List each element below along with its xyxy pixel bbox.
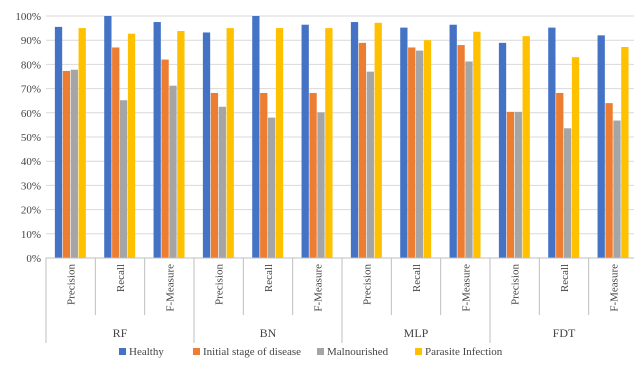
bar-healthy	[597, 35, 605, 258]
legend-item: Healthy	[119, 346, 164, 358]
bar-parasite-infection	[473, 31, 481, 259]
bar-malnourished	[514, 111, 522, 258]
legend-swatch	[317, 348, 324, 355]
y-tick-label: 20%	[21, 205, 41, 217]
bar-healthy	[202, 32, 211, 259]
legend-swatch	[415, 348, 422, 355]
y-tick-label: 60%	[21, 108, 41, 120]
bar-parasite-infection	[177, 31, 185, 258]
bar-healthy	[449, 24, 457, 259]
x-category-label: Recall	[411, 264, 423, 292]
bar-parasite-infection	[571, 57, 580, 258]
legend-label: Healthy	[129, 346, 164, 358]
legend-label: Parasite Infection	[425, 346, 503, 358]
x-category-label: F-Measure	[460, 264, 472, 312]
bar-malnourished	[120, 100, 128, 258]
bar-parasite-infection	[78, 28, 86, 258]
bar-parasite-infection	[621, 46, 629, 259]
x-category-label: F-Measure	[312, 264, 324, 312]
y-tick-label: 50%	[21, 132, 41, 144]
bar-initial-stage-of-disease	[210, 92, 219, 259]
y-tick-label: 100%	[15, 11, 41, 23]
bar-initial-stage-of-disease	[358, 42, 367, 258]
x-category-label: F-Measure	[608, 264, 620, 312]
axis-layer: 0% 10% 20% 30% 40% 50% 60% 70% 80% 90% 100% Precisi…	[15, 11, 634, 343]
y-tick-label: 30%	[21, 180, 41, 192]
bar-malnourished	[268, 117, 276, 258]
bar-healthy	[301, 24, 309, 259]
legend: Healthy Initial stage of disease Malnouris…	[119, 346, 503, 358]
legend-item: Initial stage of disease	[193, 346, 301, 358]
bar-malnourished	[416, 50, 424, 258]
bar-initial-stage-of-disease	[112, 47, 120, 259]
bar-layer	[54, 16, 629, 259]
bar-initial-stage-of-disease	[556, 92, 564, 259]
bar-malnourished	[70, 69, 78, 258]
y-tick-label: 40%	[21, 156, 41, 168]
x-category-label: Precision	[510, 264, 522, 305]
x-category-label: Precision	[214, 264, 226, 305]
bar-malnourished	[465, 61, 473, 258]
bar-malnourished	[169, 85, 177, 258]
legend-label: Malnourished	[327, 346, 389, 358]
bar-parasite-infection	[374, 22, 382, 259]
legend-item: Malnourished	[317, 346, 389, 358]
bar-initial-stage-of-disease	[506, 111, 515, 258]
bar-initial-stage-of-disease	[457, 45, 465, 258]
bar-initial-stage-of-disease	[62, 70, 71, 259]
bar-initial-stage-of-disease	[605, 103, 613, 259]
bar-parasite-infection	[275, 28, 284, 258]
grid-layer	[46, 15, 634, 259]
legend-swatch	[119, 348, 126, 355]
y-tick-label: 90%	[21, 35, 41, 47]
bar-malnourished	[564, 128, 572, 258]
x-category-label: Recall	[263, 264, 275, 292]
y-tick-label: 0%	[26, 253, 41, 265]
bar-parasite-infection	[325, 28, 333, 258]
bar-initial-stage-of-disease	[408, 47, 416, 259]
bar-malnourished	[613, 120, 621, 258]
y-tick-label: 80%	[21, 59, 41, 71]
bar-initial-stage-of-disease	[309, 92, 317, 259]
legend-item: Parasite Infection	[415, 346, 503, 358]
y-tick-label: 70%	[21, 84, 41, 96]
bar-parasite-infection	[127, 33, 136, 258]
bar-healthy	[400, 27, 408, 259]
legend-swatch	[193, 348, 200, 355]
bar-parasite-infection	[226, 28, 234, 258]
x-category-label: Recall	[559, 264, 571, 292]
x-category-label: F-Measure	[164, 264, 176, 312]
x-category-label: Precision	[362, 264, 374, 305]
y-tick-label: 10%	[21, 229, 41, 241]
bar-parasite-infection	[423, 40, 432, 259]
x-category-label: Precision	[66, 264, 78, 305]
bar-healthy	[350, 22, 359, 258]
x-group-label: BN	[260, 326, 277, 340]
bar-malnourished	[317, 112, 325, 258]
x-group-label: MLP	[404, 326, 429, 340]
bar-healthy	[153, 22, 161, 258]
bar-initial-stage-of-disease	[260, 92, 268, 259]
bar-malnourished	[366, 71, 374, 258]
x-group-label: RF	[113, 326, 128, 340]
bar-healthy	[252, 16, 260, 258]
bar-parasite-infection	[522, 36, 530, 259]
bar-malnourished	[218, 106, 226, 258]
bar-healthy	[548, 27, 556, 259]
bar-healthy	[54, 26, 63, 258]
bar-healthy	[498, 42, 507, 258]
bar-healthy	[104, 16, 112, 258]
bar-initial-stage-of-disease	[161, 59, 169, 259]
x-category-label: Recall	[115, 264, 127, 292]
legend-label: Initial stage of disease	[203, 346, 301, 358]
x-group-label: FDT	[553, 326, 576, 340]
